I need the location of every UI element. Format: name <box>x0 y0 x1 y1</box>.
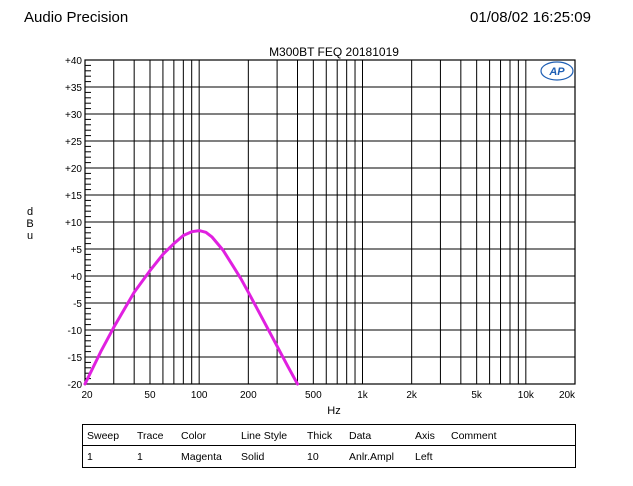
legend-header-line-style: Line Style <box>241 430 288 442</box>
plot-frame <box>84 59 576 385</box>
legend-header-color: Color <box>181 430 207 442</box>
x-tick-label: 500 <box>305 390 322 401</box>
y-tick-label: +0 <box>71 272 83 283</box>
x-tick-label: 5k <box>471 390 483 401</box>
legend-cell-line-style: Solid <box>241 451 265 463</box>
x-tick-label: 50 <box>144 390 156 401</box>
x-axis-label: Hz <box>327 405 340 417</box>
x-tick-label: 20 <box>81 390 93 401</box>
y-tick-label: +35 <box>65 83 82 94</box>
y-tick-label: +25 <box>65 137 82 148</box>
legend-header-row: Sweep Trace Color Line Style Thick Data … <box>83 425 575 446</box>
legend-header-sweep: Sweep <box>87 430 120 442</box>
y-tick-label: +20 <box>65 164 82 175</box>
trace-legend-table: Sweep Trace Color Line Style Thick Data … <box>82 424 576 468</box>
x-tick-label: 100 <box>191 390 208 401</box>
y-tick-label: -20 <box>68 380 83 391</box>
x-tick-label: 1k <box>357 390 369 401</box>
legend-header-axis: Axis <box>415 430 435 442</box>
chart-title: M300BT FEQ 20181019 <box>269 45 399 59</box>
y-tick-label: -5 <box>73 299 82 310</box>
y-tick-label: +30 <box>65 110 82 121</box>
legend-header-thick: Thick <box>307 430 333 442</box>
legend-cell-thick: 10 <box>307 451 319 463</box>
response-trace <box>83 229 299 386</box>
x-tick-label: 200 <box>240 390 257 401</box>
frequency-response-chart: M300BT FEQ 20181019 +40 +35 +30 +25 +20 +15 +10… <box>26 45 576 417</box>
y-tick-label: +15 <box>65 191 82 202</box>
legend-header-comment: Comment <box>451 430 497 442</box>
y-tick-label: -15 <box>68 353 83 364</box>
ap-logo-text: AP <box>548 66 565 78</box>
legend-cell-axis: Left <box>415 451 433 463</box>
legend-cell-trace: 1 <box>137 451 143 463</box>
brand-title: Audio Precision <box>24 9 129 26</box>
legend-header-data: Data <box>349 430 372 442</box>
legend-cell-sweep: 1 <box>87 451 93 463</box>
y-tick-label: +5 <box>71 245 83 256</box>
ap-logo-icon <box>540 61 574 81</box>
timestamp: 01/08/02 16:25:09 <box>470 9 591 26</box>
x-tick-label: 20k <box>559 390 576 401</box>
x-tick-label: 2k <box>406 390 418 401</box>
y-tick-label: -10 <box>68 326 83 337</box>
legend-header-trace: Trace <box>137 430 164 442</box>
y-tick-label: +40 <box>65 56 82 67</box>
legend-row: 1 1 Magenta Solid 10 Anlr.Ampl Left <box>83 446 575 466</box>
x-tick-label: 10k <box>518 390 535 401</box>
legend-cell-color: Magenta <box>181 451 222 463</box>
legend-cell-data: Anlr.Ampl <box>349 451 394 463</box>
y-tick-label: +10 <box>65 218 82 229</box>
